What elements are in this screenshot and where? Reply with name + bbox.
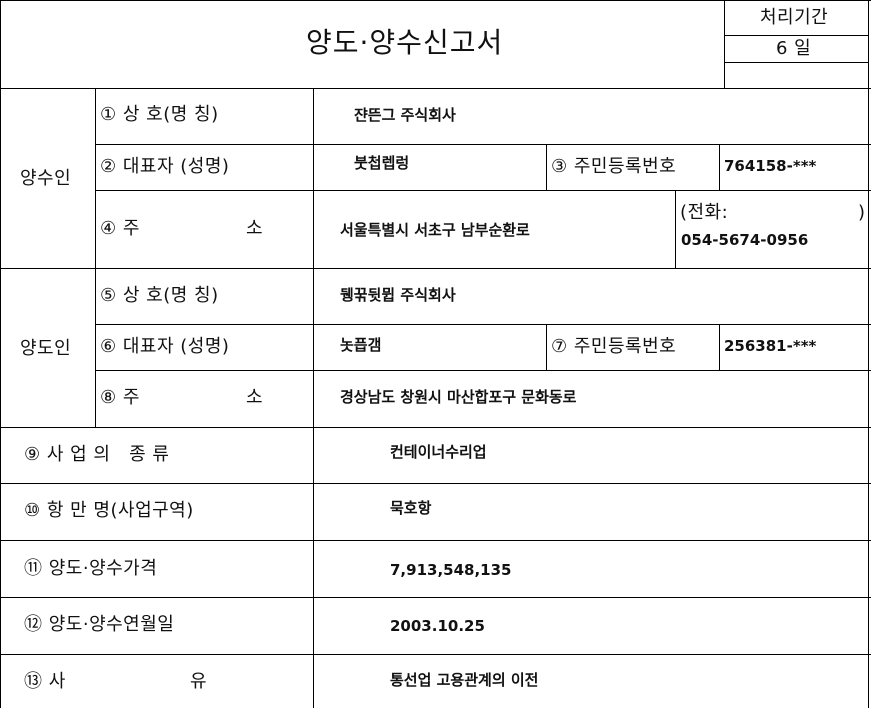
row5-divider-b [719, 324, 720, 370]
transferor-rep-value: 놋픕갬 [340, 336, 382, 354]
row-line-3 [95, 324, 871, 325]
price-label: ⑪ 양도·양수가격 [24, 558, 158, 579]
processing-line-1 [724, 35, 869, 36]
transferor-group-label: 양도인 [20, 338, 72, 359]
transferee-address-value: 서울특별시 서초구 남부순환로 [340, 221, 530, 239]
transferor-id-label: ⑦ 주민등록번호 [551, 336, 677, 357]
row3-divider [675, 190, 676, 268]
header-divider [724, 0, 725, 88]
price-value: 7,913,548,135 [390, 561, 512, 579]
transferor-address-value: 경상남도 창원시 마산합포구 문화동로 [340, 388, 577, 406]
transferee-phone-label: (전화: [680, 202, 729, 223]
date-label: ⑫ 양도·양수연월일 [24, 614, 175, 635]
transferee-address-label-end: 소 [246, 218, 264, 239]
transferee-rep-value: 붓첩렙렁 [354, 154, 410, 172]
business-type-value: 컨테이너수리업 [390, 443, 487, 461]
reason-label-end: 유 [190, 671, 208, 692]
transferee-phone-close: ) [858, 202, 866, 223]
frame-top [0, 0, 871, 1]
label-value-divider [313, 88, 314, 708]
section-line-2 [0, 427, 871, 428]
transferor-id-value: 256381-*** [724, 337, 817, 355]
reason-label: ⑬ 사 [24, 671, 66, 692]
row-line-1 [95, 144, 871, 145]
processing-line-2 [724, 62, 869, 63]
port-value: 묵호항 [390, 499, 432, 517]
row-line-4 [95, 370, 871, 371]
transferee-id-value: 764158-*** [724, 157, 817, 175]
row-line-2 [95, 190, 871, 191]
frame-left [0, 0, 1, 708]
row5-divider-a [546, 324, 547, 370]
transferee-rep-label: ② 대표자 (성명) [100, 156, 230, 177]
transferor-company-label: ⑤ 상 호(명 칭) [100, 285, 219, 306]
row2-divider-b [719, 144, 720, 190]
transferee-company-value: 쟌뜬그 주식회사 [354, 106, 456, 124]
processing-period-label: 처리기간 [760, 7, 829, 28]
port-label: ⑩ 항 만 명(사업구역) [24, 500, 194, 521]
header-bottom [0, 88, 871, 89]
transferee-address-label: ④ 주 [100, 218, 140, 239]
transferor-address-label: ⑧ 주 [100, 387, 140, 408]
row-line-8 [0, 654, 871, 655]
transferee-company-label: ① 상 호(명 칭) [100, 104, 219, 125]
transferor-company-value: 뒝꾺뒷뮙 주식회사 [340, 286, 456, 304]
section-line-1 [0, 268, 871, 269]
transferor-rep-label: ⑥ 대표자 (성명) [100, 336, 230, 357]
document-title: 양도·양수신고서 [306, 26, 504, 59]
processing-period-value: 6 일 [776, 38, 812, 59]
row-line-5 [0, 483, 871, 484]
transferor-address-label-end: 소 [246, 387, 264, 408]
frame-right [868, 0, 869, 708]
transferee-group-label: 양수인 [20, 168, 72, 189]
group-divider [95, 88, 96, 427]
row-line-6 [0, 540, 871, 541]
date-value: 2003.10.25 [390, 617, 485, 635]
row-line-7 [0, 597, 871, 598]
business-type-label: ⑨ 사 업 의 종 류 [24, 444, 170, 465]
reason-value: 통선업 고용관계의 이전 [390, 671, 539, 689]
row2-divider-a [546, 144, 547, 190]
transferee-id-label: ③ 주민등록번호 [551, 156, 677, 177]
transferee-phone-value: 054-5674-0956 [681, 231, 809, 249]
